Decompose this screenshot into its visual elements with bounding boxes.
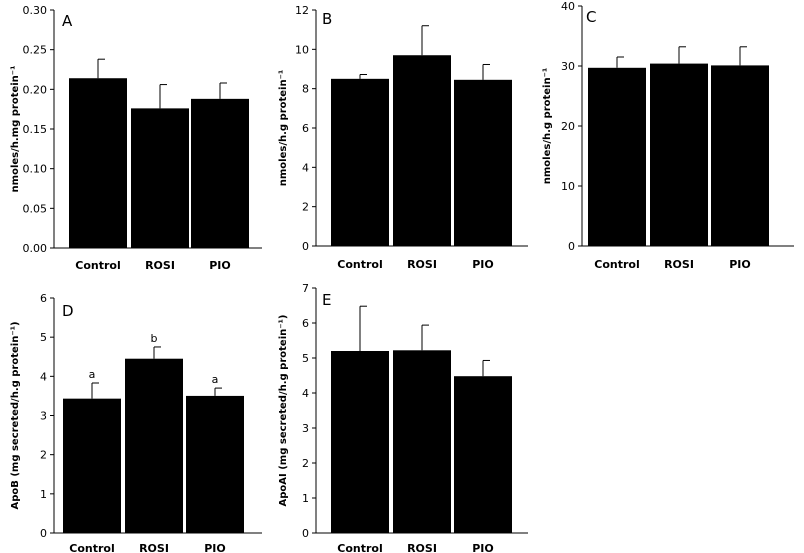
y-tick-label: 1 bbox=[40, 488, 47, 501]
y-tick-label: 4 bbox=[40, 370, 47, 383]
y-tick-label: 2 bbox=[302, 201, 309, 214]
y-tick-label: 7 bbox=[302, 282, 309, 295]
y-tick-label: 2 bbox=[40, 449, 47, 462]
x-tick-label: ROSI bbox=[145, 259, 175, 272]
y-tick-label: 10 bbox=[561, 180, 575, 193]
x-tick-label: ROSI bbox=[407, 258, 437, 271]
significance-letter: a bbox=[89, 368, 96, 381]
y-tick-label: 20 bbox=[561, 120, 575, 133]
chart-panel-e: 0 1 2 3 4 5 6 7 Control ROSI PIO E ApoAI (mg secrete… bbox=[278, 282, 528, 553]
y-axis-label: nmoles/h.mg protein⁻¹ bbox=[10, 66, 21, 193]
bar-rosi bbox=[131, 108, 189, 248]
y-tick-label: 8 bbox=[302, 83, 309, 96]
y-tick-label: 2 bbox=[302, 457, 309, 470]
y-tick-label: 6 bbox=[40, 292, 47, 305]
significance-letter: b bbox=[151, 332, 158, 345]
y-tick-label: 5 bbox=[40, 331, 47, 344]
x-tick-label: Control bbox=[75, 259, 120, 272]
y-tick-label: 4 bbox=[302, 387, 309, 400]
x-tick-label: PIO bbox=[204, 542, 226, 553]
panel-label: E bbox=[322, 291, 331, 309]
x-tick-label: Control bbox=[337, 542, 382, 553]
bar-pio bbox=[454, 79, 512, 246]
y-tick-label: 0 bbox=[302, 240, 309, 253]
x-tick-label: PIO bbox=[472, 542, 494, 553]
y-tick-label: 5 bbox=[302, 352, 309, 365]
bar-pio bbox=[711, 65, 769, 247]
x-tick-label: ROSI bbox=[664, 258, 694, 271]
bar-rosi bbox=[650, 63, 708, 246]
x-tick-label: Control bbox=[69, 542, 114, 553]
y-tick-label: 0.25 bbox=[23, 44, 48, 57]
y-tick-label: 0.30 bbox=[23, 4, 48, 17]
bar-rosi bbox=[125, 358, 183, 533]
y-axis-label: ApoB (mg secreted/h.g protein⁻¹) bbox=[10, 321, 21, 509]
chart-panel-a: 0.00 0.05 0.10 0.15 0.20 0.25 0.30 Control ROSI P… bbox=[10, 4, 262, 272]
y-tick-label: 3 bbox=[302, 422, 309, 435]
y-tick-label: 10 bbox=[295, 43, 309, 56]
bar-control bbox=[69, 78, 127, 248]
panel-label: B bbox=[322, 10, 332, 28]
y-tick-label: 40 bbox=[561, 0, 575, 13]
bar-pio bbox=[186, 395, 244, 533]
y-tick-label: 0.20 bbox=[23, 83, 48, 96]
significance-letter: a bbox=[212, 373, 219, 386]
y-tick-label: 4 bbox=[302, 161, 309, 174]
bar-pio bbox=[454, 376, 512, 533]
y-tick-label: 12 bbox=[295, 4, 309, 17]
y-tick-label: 0 bbox=[568, 240, 575, 253]
y-axis-label: ApoAI (mg secreted/h.g protein⁻¹) bbox=[278, 315, 289, 507]
x-tick-label: Control bbox=[337, 258, 382, 271]
x-tick-label: Control bbox=[594, 258, 639, 271]
y-tick-label: 0 bbox=[302, 527, 309, 540]
y-tick-label: 1 bbox=[302, 492, 309, 505]
y-tick-label: 0 bbox=[40, 527, 47, 540]
x-tick-label: PIO bbox=[209, 259, 231, 272]
panel-label: C bbox=[586, 8, 596, 26]
bar-rosi bbox=[393, 55, 451, 246]
x-tick-label: PIO bbox=[472, 258, 494, 271]
y-tick-label: 0.10 bbox=[23, 163, 48, 176]
panel-label: A bbox=[62, 12, 73, 30]
y-tick-label: 6 bbox=[302, 317, 309, 330]
bar-control bbox=[331, 78, 389, 246]
y-tick-label: 6 bbox=[302, 122, 309, 135]
x-tick-label: PIO bbox=[729, 258, 751, 271]
y-tick-label: 30 bbox=[561, 60, 575, 73]
panel-label: D bbox=[62, 302, 74, 320]
chart-panel-d: 0 1 2 3 4 5 6 Control a ROSI b PIO a D ApoB (mg secret… bbox=[10, 292, 262, 553]
y-axis-label: nmoles/h.g protein⁻¹ bbox=[278, 70, 289, 187]
bar-pio bbox=[191, 98, 249, 248]
y-tick-label: 0.05 bbox=[23, 202, 48, 215]
bar-control bbox=[331, 351, 389, 533]
x-tick-label: ROSI bbox=[407, 542, 437, 553]
y-axis-label: nmoles/h.g protein⁻¹ bbox=[542, 68, 553, 185]
bar-rosi bbox=[393, 350, 451, 533]
x-tick-label: ROSI bbox=[139, 542, 169, 553]
y-tick-label: 3 bbox=[40, 410, 47, 423]
bar-control bbox=[588, 67, 646, 246]
bar-control bbox=[63, 398, 121, 533]
y-tick-label: 0.00 bbox=[23, 242, 48, 255]
y-tick-label: 0.15 bbox=[23, 123, 48, 136]
